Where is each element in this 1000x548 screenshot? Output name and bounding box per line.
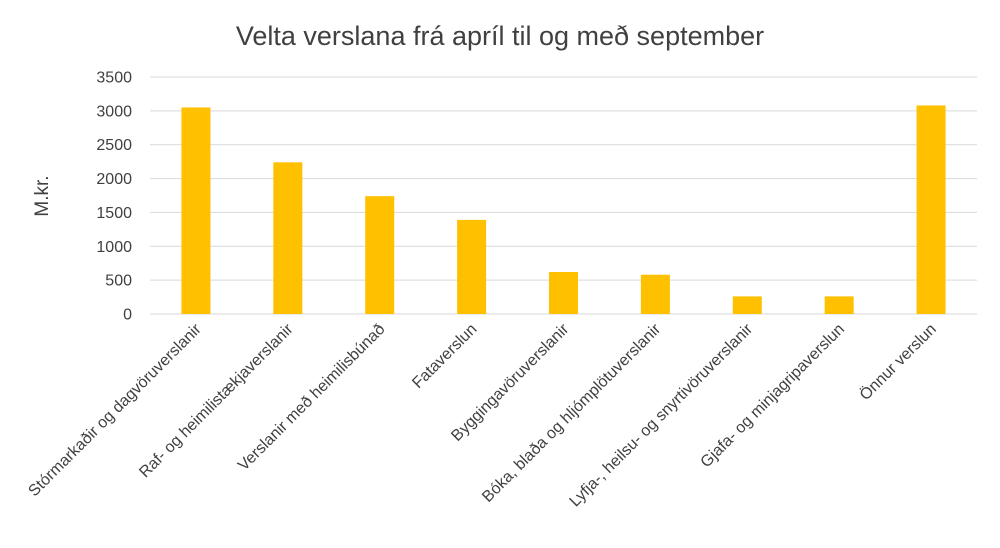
x-category-label: Önnur verslun <box>856 320 940 404</box>
bar-7 <box>732 296 762 314</box>
y-tick-label: 0 <box>123 307 132 324</box>
y-tick-label: 1000 <box>96 239 132 256</box>
bar-3 <box>365 196 395 314</box>
bar-8 <box>824 296 854 314</box>
y-axis-label: M.kr. <box>32 175 53 216</box>
bar-4 <box>457 219 487 314</box>
x-category-label: Bóka, blaða og hljómplötuverslanir <box>479 320 664 505</box>
x-category-label: Raf- og heimilistækjaverslanir <box>136 320 297 481</box>
bar-2 <box>273 162 303 314</box>
bar-1 <box>181 107 211 314</box>
y-axis-ticks: 0 500 1000 1500 2000 2500 3000 3500 <box>96 70 132 324</box>
bar-6 <box>640 274 670 314</box>
bar-5 <box>549 272 578 314</box>
x-category-label: Stórmarkaðir og dagvöruverslanir <box>25 320 205 500</box>
y-tick-label: 3500 <box>96 70 132 87</box>
y-tick-label: 500 <box>105 273 132 290</box>
bars <box>181 105 946 314</box>
x-category-label: Lyfja-, heilsu- og snyrtivöruverslanir <box>567 320 757 510</box>
y-tick-label: 1500 <box>96 205 132 222</box>
chart-title: Velta verslana frá apríl til og með sept… <box>236 21 764 51</box>
y-tick-label: 2000 <box>96 171 132 188</box>
x-category-label: Verslanir með heimilisbúnað <box>235 321 389 475</box>
bar-9 <box>916 105 946 314</box>
y-tick-label: 3000 <box>96 103 132 120</box>
y-tick-label: 2500 <box>96 137 132 154</box>
x-category-label: Fataverslun <box>409 321 480 392</box>
